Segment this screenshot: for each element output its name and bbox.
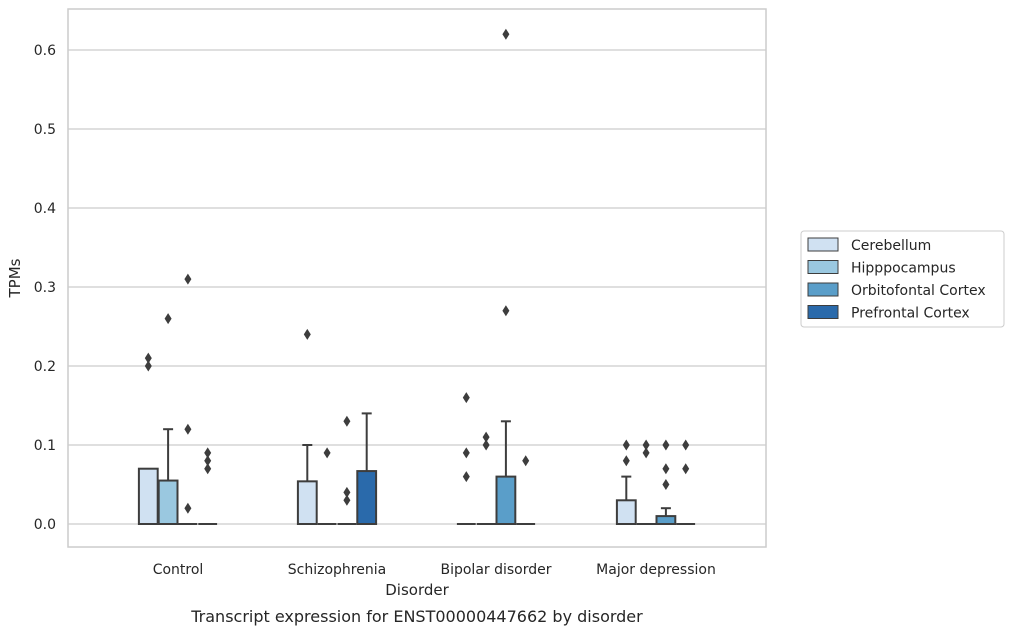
box-orbitofontal-cortex-bipolar-disorder bbox=[495, 28, 517, 526]
outlier-point bbox=[303, 328, 311, 340]
box-prefrontal-cortex-bipolar-disorder bbox=[516, 455, 536, 525]
box-body bbox=[655, 515, 677, 525]
box-body bbox=[615, 499, 637, 525]
grid-lines bbox=[68, 49, 766, 525]
x-tick-label: Bipolar disorder bbox=[440, 562, 551, 578]
outlier-point bbox=[462, 471, 470, 483]
x-tick-label: Schizophrenia bbox=[288, 562, 386, 578]
box-cerebellum-major-depression bbox=[615, 439, 637, 525]
box-body bbox=[157, 479, 179, 525]
box-series bbox=[137, 28, 696, 526]
box-prefrontal-cortex-schizophrenia bbox=[356, 412, 378, 526]
box-body bbox=[137, 467, 159, 526]
box-body bbox=[356, 470, 378, 526]
outlier-point bbox=[662, 439, 670, 451]
chart-caption: Transcript expression for ENST0000044766… bbox=[190, 607, 643, 626]
box-cerebellum-control bbox=[137, 352, 159, 526]
y-tick-label: 0.0 bbox=[34, 517, 56, 533]
box-prefrontal-cortex-control bbox=[198, 447, 218, 525]
outlier-point bbox=[642, 447, 650, 459]
y-tick-label: 0.4 bbox=[34, 201, 56, 217]
outlier-point bbox=[462, 447, 470, 459]
outlier-point bbox=[682, 463, 690, 475]
box-hipppocampus-schizophrenia bbox=[317, 447, 337, 525]
box-orbitofontal-cortex-schizophrenia bbox=[337, 415, 357, 525]
outlier-point bbox=[482, 439, 490, 451]
box-body bbox=[495, 475, 517, 526]
outlier-point bbox=[662, 463, 670, 475]
plot-frame bbox=[67, 8, 767, 548]
legend-label: Prefrontal Cortex bbox=[851, 306, 970, 322]
x-axis-ticks: Control Schizophrenia Bipolar disorder Majo… bbox=[153, 562, 716, 578]
outlier-point bbox=[184, 502, 192, 514]
legend-label: Hipppocampus bbox=[851, 261, 956, 277]
box-orbitofontal-cortex-major-depression bbox=[655, 439, 677, 525]
box-orbitofontal-cortex-control bbox=[178, 273, 198, 525]
box-prefrontal-cortex-major-depression bbox=[676, 439, 696, 525]
legend-frame bbox=[800, 230, 1005, 328]
x-axis-label: Disorder bbox=[385, 581, 449, 599]
outlier-point bbox=[522, 455, 530, 467]
x-tick-label: Control bbox=[153, 562, 204, 578]
outlier-point bbox=[204, 463, 212, 475]
outlier-point bbox=[502, 28, 510, 40]
legend: Cerebellum Hipppocampus Orbitofontal Corte… bbox=[800, 230, 1005, 328]
outlier-point bbox=[343, 415, 351, 427]
y-tick-label: 0.3 bbox=[34, 280, 56, 296]
y-axis-label: TPMs bbox=[6, 258, 24, 298]
outlier-point bbox=[184, 423, 192, 435]
outlier-point bbox=[164, 313, 172, 325]
box-cerebellum-schizophrenia bbox=[296, 328, 318, 525]
outlier-point bbox=[323, 447, 331, 459]
outlier-point bbox=[682, 439, 690, 451]
outlier-point bbox=[622, 439, 630, 451]
outlier-point bbox=[204, 455, 212, 467]
outlier-point bbox=[642, 439, 650, 451]
outlier-point bbox=[343, 486, 351, 498]
y-axis-ticks: 0.0 0.1 0.2 0.3 0.4 0.5 0.6 bbox=[34, 43, 56, 533]
box-body bbox=[296, 480, 318, 525]
y-tick-label: 0.6 bbox=[34, 43, 56, 59]
outlier-point bbox=[622, 455, 630, 467]
box-hipppocampus-bipolar-disorder bbox=[476, 431, 496, 525]
outlier-point bbox=[184, 273, 192, 285]
outlier-point bbox=[144, 360, 152, 372]
box-hipppocampus-control bbox=[157, 313, 179, 525]
y-tick-label: 0.1 bbox=[34, 438, 56, 454]
y-tick-label: 0.2 bbox=[34, 359, 56, 375]
box-hipppocampus-major-depression bbox=[636, 439, 656, 525]
legend-label: Orbitofontal Cortex bbox=[851, 283, 986, 299]
legend-label: Cerebellum bbox=[851, 238, 931, 254]
outlier-point bbox=[502, 305, 510, 317]
box-cerebellum-bipolar-disorder bbox=[456, 392, 476, 525]
legend-swatch bbox=[807, 237, 839, 252]
outlier-point bbox=[482, 431, 490, 443]
outlier-point bbox=[343, 494, 351, 506]
legend-swatch bbox=[807, 260, 839, 274]
outlier-point bbox=[204, 447, 212, 459]
outlier-point bbox=[462, 392, 470, 404]
outlier-point bbox=[144, 352, 152, 364]
legend-swatch bbox=[807, 305, 839, 319]
outlier-point bbox=[662, 479, 670, 490]
legend-swatch bbox=[807, 282, 839, 297]
y-tick-label: 0.5 bbox=[34, 122, 56, 138]
x-tick-label: Major depression bbox=[596, 562, 716, 578]
